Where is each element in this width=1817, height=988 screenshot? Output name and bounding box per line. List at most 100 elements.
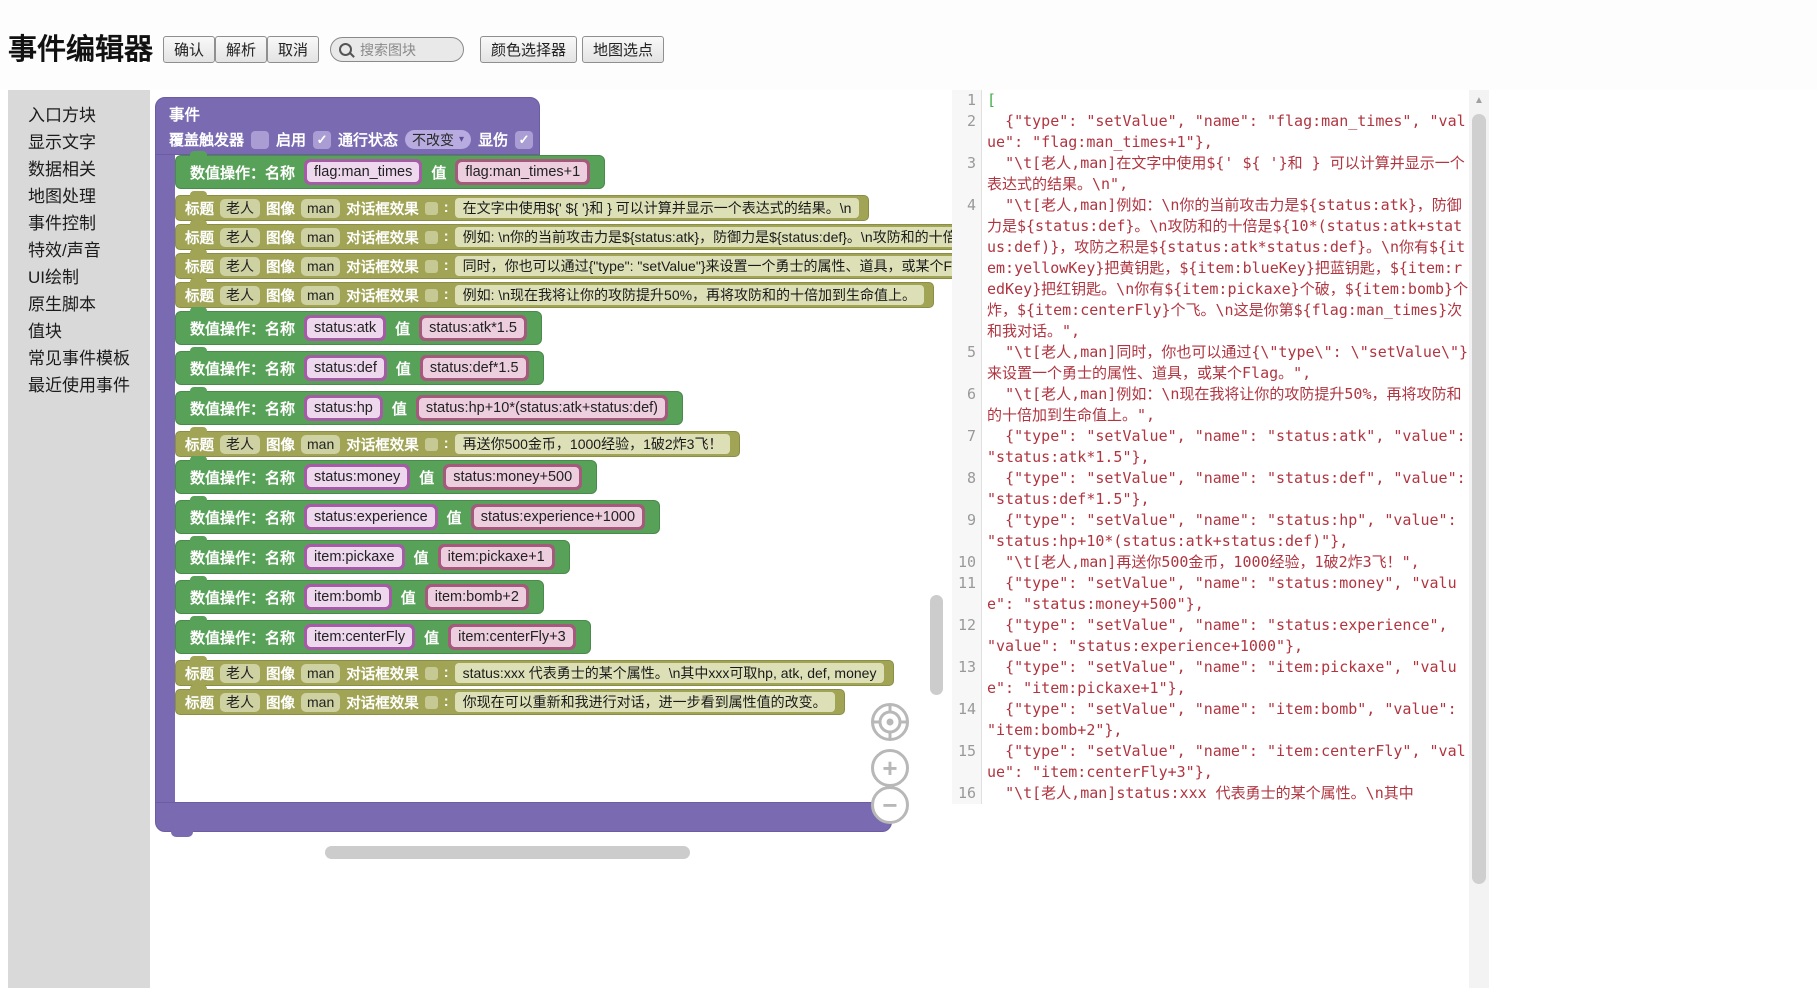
text-block[interactable]: 标题 老人 图像 man 对话框效果: 你现在可以重新和我进行对话，进一步看到属性值的改变… <box>175 685 845 715</box>
sidebar-item[interactable]: 数据相关 <box>28 160 96 179</box>
setvalue-block[interactable]: 数值操作：名称 item:centerFly 值 item:centerFly+3 <box>175 616 591 654</box>
sidebar-item[interactable]: 特效/声音 <box>28 241 101 260</box>
name-socket[interactable]: status:atk <box>304 315 387 341</box>
value-field[interactable]: status:def*1.5 <box>422 358 526 378</box>
title-field[interactable]: 老人 <box>220 285 260 305</box>
text-block[interactable]: 标题 老人 图像 man 对话框效果: 同时，你也可以通过{"type": "setVal… <box>175 249 952 279</box>
name-socket[interactable]: item:bomb <box>304 584 392 610</box>
image-field[interactable]: man <box>301 663 341 683</box>
name-field[interactable]: status:atk <box>307 318 384 338</box>
value-socket[interactable]: item:bomb+2 <box>424 584 529 610</box>
value-socket[interactable]: item:pickaxe+1 <box>437 544 555 570</box>
image-field[interactable]: man <box>301 434 341 454</box>
color-picker-button[interactable]: 颜色选择器 <box>480 36 578 63</box>
effect-checkbox[interactable] <box>424 666 438 680</box>
text-block[interactable]: 标题 老人 图像 man 对话框效果: 例如: \n你的当前攻击力是${status:at… <box>175 220 952 250</box>
title-field[interactable]: 老人 <box>220 227 260 247</box>
setvalue-block[interactable]: 数值操作：名称 flag:man_times 值 flag:man_times+1 <box>175 151 606 189</box>
text-block[interactable]: 标题 老人 图像 man 对话框效果: 在文字中使用${' ${ '}和 } 可以计算并显… <box>175 191 870 221</box>
title-field[interactable]: 老人 <box>220 256 260 276</box>
text-field[interactable]: status:xxx 代表勇士的某个属性。\n其中xxx可取hp, atk, d… <box>454 663 885 683</box>
name-field[interactable]: item:centerFly <box>307 627 413 647</box>
effect-checkbox[interactable] <box>424 259 438 273</box>
sidebar-item[interactable]: 地图处理 <box>28 187 96 206</box>
pass-state-dropdown[interactable]: 不改变 ▾ <box>405 130 472 149</box>
setvalue-block[interactable]: 数值操作：名称 status:money 值 status:money+500 <box>175 456 598 494</box>
value-field[interactable]: flag:man_times+1 <box>458 162 588 182</box>
name-socket[interactable]: item:pickaxe <box>304 544 405 570</box>
name-field[interactable]: item:bomb <box>307 587 389 607</box>
text-block[interactable]: 标题 老人 图像 man 对话框效果: 例如: \n现在我将让你的攻防提升50%，再将攻防… <box>175 278 935 308</box>
sidebar-item[interactable]: 显示文字 <box>28 133 96 152</box>
value-field[interactable]: status:hp+10*(status:atk+status:def) <box>418 398 666 418</box>
text-field[interactable]: 例如: \n你的当前攻击力是${status:atk}，防御力是${status… <box>454 227 952 247</box>
cancel-button[interactable]: 取消 <box>267 36 320 63</box>
effect-checkbox[interactable] <box>424 230 438 244</box>
name-socket[interactable]: status:def <box>304 355 387 381</box>
event-block-footer[interactable] <box>155 802 892 837</box>
name-field[interactable]: status:def <box>307 358 384 378</box>
name-field[interactable]: status:experience <box>307 507 435 527</box>
editor-scrollbar[interactable]: ▲ <box>1469 90 1489 988</box>
text-block[interactable]: 标题 老人 图像 man 对话框效果: 再送你500金币，1000经验，1破2炸3飞！ <box>175 427 741 457</box>
value-socket[interactable]: status:experience+1000 <box>470 504 646 530</box>
sidebar-item[interactable]: 原生脚本 <box>28 295 96 314</box>
value-field[interactable]: status:experience+1000 <box>473 507 643 527</box>
value-field[interactable]: item:centerFly+3 <box>451 627 573 647</box>
name-socket[interactable]: status:experience <box>304 504 438 530</box>
setvalue-block[interactable]: 数值操作：名称 status:def 值 status:def*1.5 <box>175 347 544 385</box>
value-field[interactable]: item:pickaxe+1 <box>440 547 552 567</box>
value-field[interactable]: status:atk*1.5 <box>422 318 524 338</box>
text-field[interactable]: 你现在可以重新和我进行对话，进一步看到属性值的改变。 <box>454 692 835 712</box>
name-socket[interactable]: status:money <box>304 464 411 490</box>
effect-checkbox[interactable] <box>424 695 438 709</box>
search-input[interactable] <box>358 40 452 59</box>
name-socket[interactable]: flag:man_times <box>304 159 423 185</box>
canvas-vertical-scrollbar[interactable] <box>930 595 943 695</box>
name-field[interactable]: item:pickaxe <box>307 547 402 567</box>
image-field[interactable]: man <box>301 198 341 218</box>
canvas-horizontal-scrollbar[interactable] <box>325 846 690 859</box>
sidebar-item[interactable]: 入口方块 <box>28 106 96 125</box>
name-socket[interactable]: status:hp <box>304 395 383 421</box>
sidebar-item[interactable]: UI绘制 <box>28 268 79 287</box>
effect-checkbox[interactable] <box>424 201 438 215</box>
value-field[interactable]: item:bomb+2 <box>427 587 526 607</box>
setvalue-block[interactable]: 数值操作：名称 item:bomb 值 item:bomb+2 <box>175 576 544 614</box>
text-field[interactable]: 同时，你也可以通过{"type": "setValue"}来设置一个勇士的属性、… <box>454 256 952 276</box>
scroll-up-arrow-icon[interactable]: ▲ <box>1474 94 1484 106</box>
title-field[interactable]: 老人 <box>220 692 260 712</box>
event-block-header[interactable]: 事件 覆盖触发器 启用 ✓ 通行状态 不改变 ▾ 显伤 ✓ <box>155 97 540 155</box>
image-field[interactable]: man <box>301 256 341 276</box>
json-code-editor[interactable]: 1[2 {"type": "setValue", "name": "flag:m… <box>952 90 1469 988</box>
image-field[interactable]: man <box>301 285 341 305</box>
trigger-checkbox[interactable] <box>251 130 270 149</box>
zoom-reset-button[interactable] <box>871 703 909 741</box>
title-field[interactable]: 老人 <box>220 198 260 218</box>
enable-checkbox[interactable]: ✓ <box>313 130 332 149</box>
name-field[interactable]: flag:man_times <box>307 162 420 182</box>
setvalue-block[interactable]: 数值操作：名称 item:pickaxe 值 item:pickaxe+1 <box>175 536 570 574</box>
zoom-in-button[interactable]: + <box>871 749 909 787</box>
value-socket[interactable]: item:centerFly+3 <box>448 624 576 650</box>
sidebar-item[interactable]: 最近使用事件 <box>28 376 130 395</box>
sidebar-item[interactable]: 事件控制 <box>28 214 96 233</box>
text-field[interactable]: 在文字中使用${' ${ '}和 } 可以计算并显示一个表达式的结果。\n <box>454 198 860 218</box>
map-pick-button[interactable]: 地图选点 <box>582 36 665 63</box>
name-socket[interactable]: item:centerFly <box>304 624 416 650</box>
text-block[interactable]: 标题 老人 图像 man 对话框效果: status:xxx 代表勇士的某个属性。\n其中… <box>175 656 895 686</box>
text-field[interactable]: 例如: \n现在我将让你的攻防提升50%，再将攻防和的十倍加到生命值上。 <box>454 285 925 305</box>
sidebar-item[interactable]: 常见事件模板 <box>28 349 130 368</box>
image-field[interactable]: man <box>301 227 341 247</box>
search-box[interactable] <box>330 37 464 62</box>
sidebar-item[interactable]: 值块 <box>28 322 62 341</box>
block-workspace[interactable]: 事件 覆盖触发器 启用 ✓ 通行状态 不改变 ▾ 显伤 ✓ 数值操作：名称 fla… <box>150 90 952 988</box>
title-field[interactable]: 老人 <box>220 663 260 683</box>
name-field[interactable]: status:money <box>307 467 408 487</box>
damage-checkbox[interactable]: ✓ <box>515 130 534 149</box>
editor-scrollbar-thumb[interactable] <box>1472 114 1486 884</box>
image-field[interactable]: man <box>301 692 341 712</box>
effect-checkbox[interactable] <box>424 288 438 302</box>
effect-checkbox[interactable] <box>424 437 438 451</box>
value-socket[interactable]: status:def*1.5 <box>419 355 529 381</box>
